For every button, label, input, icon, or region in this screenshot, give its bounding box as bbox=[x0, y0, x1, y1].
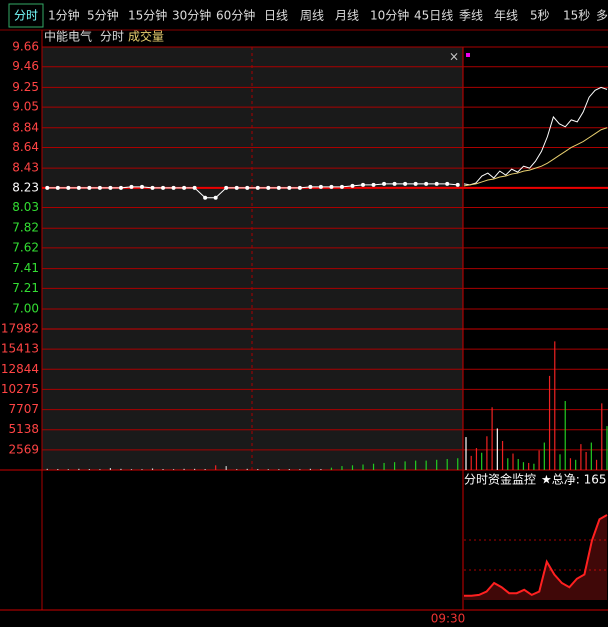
price-dot bbox=[45, 185, 50, 190]
fund-title: 分时资金监控 bbox=[464, 472, 536, 487]
price-dot bbox=[339, 184, 344, 189]
price-dot bbox=[182, 185, 187, 190]
stock-name: 中能电气 bbox=[44, 29, 92, 44]
price-dot bbox=[139, 184, 144, 189]
price-dot bbox=[287, 185, 292, 190]
toolbar-tab[interactable]: 多 bbox=[596, 9, 608, 23]
toolbar-tab[interactable]: 5秒 bbox=[530, 9, 550, 23]
price-dot bbox=[108, 185, 113, 190]
price-dot bbox=[266, 185, 271, 190]
y-tick-label: 9.46 bbox=[12, 59, 39, 73]
price-dot bbox=[424, 181, 429, 186]
price-dot bbox=[97, 185, 102, 190]
price-dot bbox=[245, 185, 250, 190]
y-tick-label: 8.43 bbox=[12, 161, 39, 175]
time-label: 09:30 bbox=[431, 612, 466, 626]
toolbar-tab[interactable]: 季线 bbox=[459, 9, 483, 23]
price-dot bbox=[413, 181, 418, 186]
price-dot bbox=[66, 185, 71, 190]
y-tick-label: 9.05 bbox=[12, 100, 39, 114]
y-tick-label: 8.03 bbox=[12, 200, 39, 214]
price-dot bbox=[118, 185, 123, 190]
toolbar-tab[interactable]: 日线 bbox=[264, 9, 288, 23]
close-icon[interactable]: × bbox=[449, 50, 459, 64]
price-dot bbox=[297, 185, 302, 190]
price-line bbox=[463, 86, 608, 186]
price-dot bbox=[171, 185, 176, 190]
price-dot bbox=[161, 185, 166, 190]
y-tick-label: 12844 bbox=[1, 362, 39, 376]
toolbar-tab[interactable]: 年线 bbox=[494, 9, 518, 23]
toolbar-tab[interactable]: 60分钟 bbox=[216, 8, 255, 23]
price-dot bbox=[361, 182, 366, 187]
y-tick-label: 9.25 bbox=[12, 80, 39, 94]
toolbar-tab[interactable]: 月线 bbox=[335, 9, 359, 23]
price-line bbox=[47, 183, 458, 199]
price-dot bbox=[392, 181, 397, 186]
price-dot bbox=[192, 185, 197, 190]
y-tick-label: 9.66 bbox=[12, 40, 39, 54]
toolbar-tab[interactable]: 分时 bbox=[14, 9, 38, 23]
price-dot bbox=[445, 181, 450, 186]
y-tick-label: 17982 bbox=[1, 322, 39, 336]
price-dot bbox=[403, 181, 408, 186]
toolbar-tab[interactable]: 1分钟 bbox=[48, 8, 80, 23]
price-dot bbox=[203, 195, 208, 200]
price-dot bbox=[455, 182, 460, 187]
y-tick-label: 7.41 bbox=[12, 261, 39, 275]
price-dot bbox=[308, 184, 313, 189]
marker bbox=[466, 53, 470, 57]
y-tick-label: 8.84 bbox=[12, 120, 39, 134]
price-dot bbox=[234, 185, 239, 190]
indicator-label: 成交量 bbox=[128, 29, 164, 44]
y-tick-label: 5138 bbox=[8, 422, 39, 436]
price-dot bbox=[150, 185, 155, 190]
toolbar-tab[interactable]: 15秒 bbox=[563, 9, 590, 23]
toolbar-tab[interactable]: 45日线 bbox=[414, 9, 453, 23]
price-dot bbox=[350, 183, 355, 188]
toolbar-tab[interactable]: 30分钟 bbox=[172, 8, 211, 23]
toolbar-tab[interactable]: 10分钟 bbox=[370, 8, 409, 23]
price-dot bbox=[329, 184, 334, 189]
y-tick-label: 7.00 bbox=[12, 302, 39, 316]
mode-label: 分时 bbox=[100, 30, 124, 44]
fund-line bbox=[464, 514, 608, 597]
price-dot bbox=[276, 185, 281, 190]
fund-net: ★总净: 165 bbox=[541, 473, 607, 487]
toolbar-tab[interactable]: 5分钟 bbox=[87, 8, 119, 23]
y-tick-label: 10275 bbox=[1, 382, 39, 396]
price-dot bbox=[87, 185, 92, 190]
y-tick-label: 7.62 bbox=[12, 240, 39, 254]
y-tick-label: 15413 bbox=[1, 342, 39, 356]
y-tick-label: 7.82 bbox=[12, 221, 39, 235]
price-dot bbox=[55, 185, 60, 190]
price-dot bbox=[224, 185, 229, 190]
price-dot bbox=[382, 181, 387, 186]
price-dot bbox=[255, 185, 260, 190]
price-line bbox=[463, 127, 608, 187]
price-dot bbox=[434, 181, 439, 186]
price-dot bbox=[76, 185, 81, 190]
price-dot bbox=[129, 184, 134, 189]
y-tick-label: 7707 bbox=[8, 402, 39, 416]
y-tick-label: 8.23 bbox=[12, 180, 39, 194]
price-dot bbox=[318, 184, 323, 189]
y-tick-label: 7.21 bbox=[12, 281, 39, 295]
price-dot bbox=[371, 182, 376, 187]
toolbar-tab[interactable]: 周线 bbox=[300, 9, 324, 23]
y-tick-label: 8.64 bbox=[12, 140, 39, 154]
y-tick-label: 2569 bbox=[8, 442, 39, 456]
selected-tab bbox=[8, 3, 44, 28]
price-dot bbox=[213, 195, 218, 200]
fund-area bbox=[464, 515, 607, 600]
toolbar-tab[interactable]: 15分钟 bbox=[128, 8, 167, 23]
